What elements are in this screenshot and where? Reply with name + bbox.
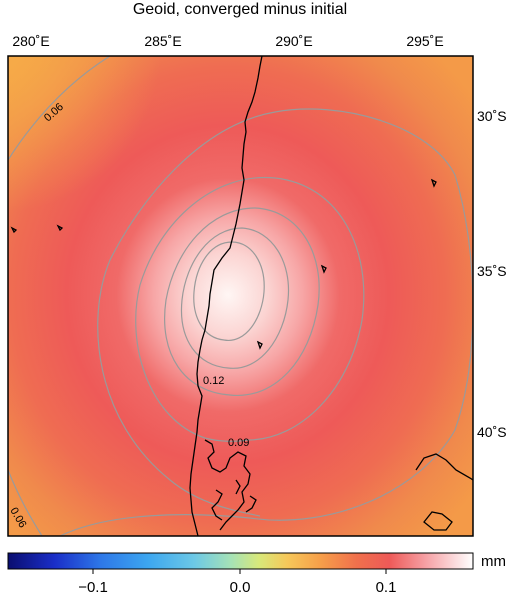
- coastline-islet: [10, 226, 18, 234]
- contour-line: [8, 469, 43, 536]
- latitude-axis: 30˚S 35˚S 40˚S: [477, 108, 507, 440]
- coastline-patagonia-east: [415, 453, 473, 481]
- coastline-south-america-west: [189, 56, 263, 536]
- lon-tick-label: 295˚E: [406, 33, 443, 49]
- lat-tick-label: 35˚S: [477, 263, 507, 279]
- map-panel: 0.06 0.12 0.09 0.06: [8, 56, 473, 536]
- contour-label: 0.09: [228, 437, 249, 449]
- lat-tick-label: 40˚S: [477, 424, 507, 440]
- longitude-axis: 280˚E 285˚E 290˚E 295˚E: [12, 33, 443, 49]
- lat-tick-label: 30˚S: [477, 108, 507, 124]
- coastlines: [10, 56, 473, 536]
- colorbar-unit: mm: [481, 553, 506, 570]
- contour-line: [8, 56, 111, 161]
- coastline-fjords: [211, 479, 257, 521]
- contour-label: 0.12: [203, 375, 224, 387]
- contour-labels: 0.06 0.12 0.09 0.06: [8, 101, 249, 530]
- lon-tick-label: 290˚E: [275, 33, 312, 49]
- contour-line: [180, 227, 290, 369]
- contour-line: [164, 207, 320, 396]
- colorbar-scale: [7, 552, 474, 570]
- coastline-islet: [430, 178, 437, 188]
- map-frame: [7, 55, 474, 537]
- colorbar-tick-label: 0.1: [376, 579, 397, 596]
- coastline-islet: [320, 264, 327, 274]
- lon-tick-label: 285˚E: [144, 33, 181, 49]
- map-title: Geoid, converged minus initial: [133, 1, 347, 18]
- contour-line: [59, 108, 473, 536]
- colorbar: −0.1 0.0 0.1 mm: [7, 552, 506, 596]
- colorbar-tick-label: −0.1: [78, 579, 108, 596]
- coastline-falklands: [423, 511, 453, 531]
- geoid-field-corner: [8, 56, 473, 536]
- coastline-southern-islands: [204, 439, 251, 531]
- colorbar-tick-label: 0.0: [230, 579, 251, 596]
- coastline-islet: [56, 224, 64, 232]
- lon-tick-label: 280˚E: [12, 33, 49, 49]
- coastline-islet: [256, 340, 263, 350]
- contour-line: [135, 176, 365, 442]
